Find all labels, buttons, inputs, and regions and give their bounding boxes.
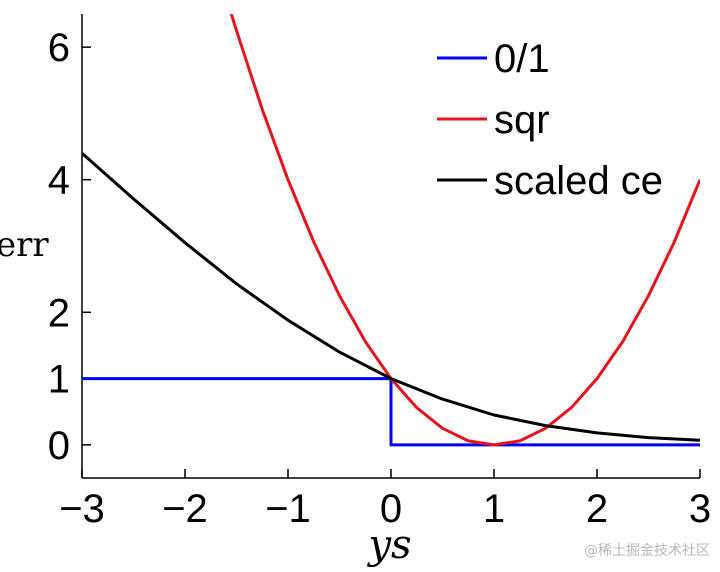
x-tick-label: 1 bbox=[483, 487, 505, 531]
y-axis-label: err bbox=[0, 225, 49, 265]
y-tick-label: 1 bbox=[48, 358, 70, 402]
series-line-sqr bbox=[229, 14, 700, 447]
y-axis-ticks: 0 1 2 4 6 bbox=[48, 26, 91, 468]
x-tick-label: −2 bbox=[162, 487, 208, 531]
legend-label: scaled ce bbox=[494, 159, 663, 203]
x-tick-label: −1 bbox=[265, 487, 311, 531]
series-line-scaled-ce bbox=[82, 152, 700, 442]
legend-label: sqr bbox=[494, 98, 550, 142]
y-tick-label: 6 bbox=[48, 26, 70, 70]
x-axis-ticks: −3 −2 −1 0 1 2 3 bbox=[59, 469, 711, 531]
legend: 0/1 sqr scaled ce bbox=[437, 37, 663, 203]
y-tick-label: 4 bbox=[48, 159, 70, 203]
x-axis-label: ys bbox=[366, 522, 411, 568]
series-lines bbox=[82, 14, 700, 447]
x-tick-label: 0 bbox=[380, 487, 402, 531]
series-line-0-1 bbox=[82, 377, 700, 447]
y-tick-label: 2 bbox=[48, 291, 70, 335]
x-tick-label: −3 bbox=[59, 487, 105, 531]
x-tick-label: 3 bbox=[689, 487, 711, 531]
x-tick-label: 2 bbox=[586, 487, 608, 531]
legend-label: 0/1 bbox=[494, 37, 550, 81]
y-tick-label: 0 bbox=[48, 424, 70, 468]
watermark: @稀土掘金技术社区 bbox=[584, 543, 710, 559]
